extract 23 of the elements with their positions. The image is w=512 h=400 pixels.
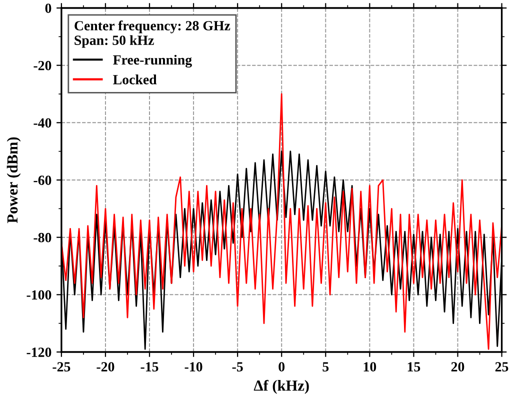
y-tick-label: -100 [26, 290, 52, 300]
x-tick-label: -25 [52, 362, 70, 372]
x-tick-label: 10 [364, 362, 376, 372]
y-tick-label: -40 [34, 118, 52, 128]
x-tick-label: 0 [278, 362, 285, 372]
y-tick-label: -60 [34, 176, 52, 185]
x-tick-label: -15 [140, 362, 158, 372]
legend-label: Free-running [113, 54, 192, 68]
legend-title: Center frequency: 28 GHz Span: 50 kHz [74, 20, 230, 48]
x-tick-label: 20 [451, 362, 464, 372]
legend-label: Locked [113, 74, 157, 84]
y-axis-title: Power (dBm) [6, 137, 21, 224]
x-tick-label: -20 [96, 362, 114, 372]
y-tick-label: -20 [34, 60, 52, 70]
x-tick-label: 15 [408, 362, 420, 372]
y-tick-label: -80 [34, 232, 52, 242]
x-tick-label: -10 [184, 362, 202, 372]
x-tick-label: -5 [232, 362, 243, 372]
y-tick-label: 0 [45, 4, 52, 13]
x-tick-label: 25 [495, 362, 508, 372]
y-tick-label: -120 [26, 348, 52, 357]
x-tick-label: 5 [322, 362, 329, 372]
x-axis-title: Δf (kHz) [254, 380, 309, 394]
